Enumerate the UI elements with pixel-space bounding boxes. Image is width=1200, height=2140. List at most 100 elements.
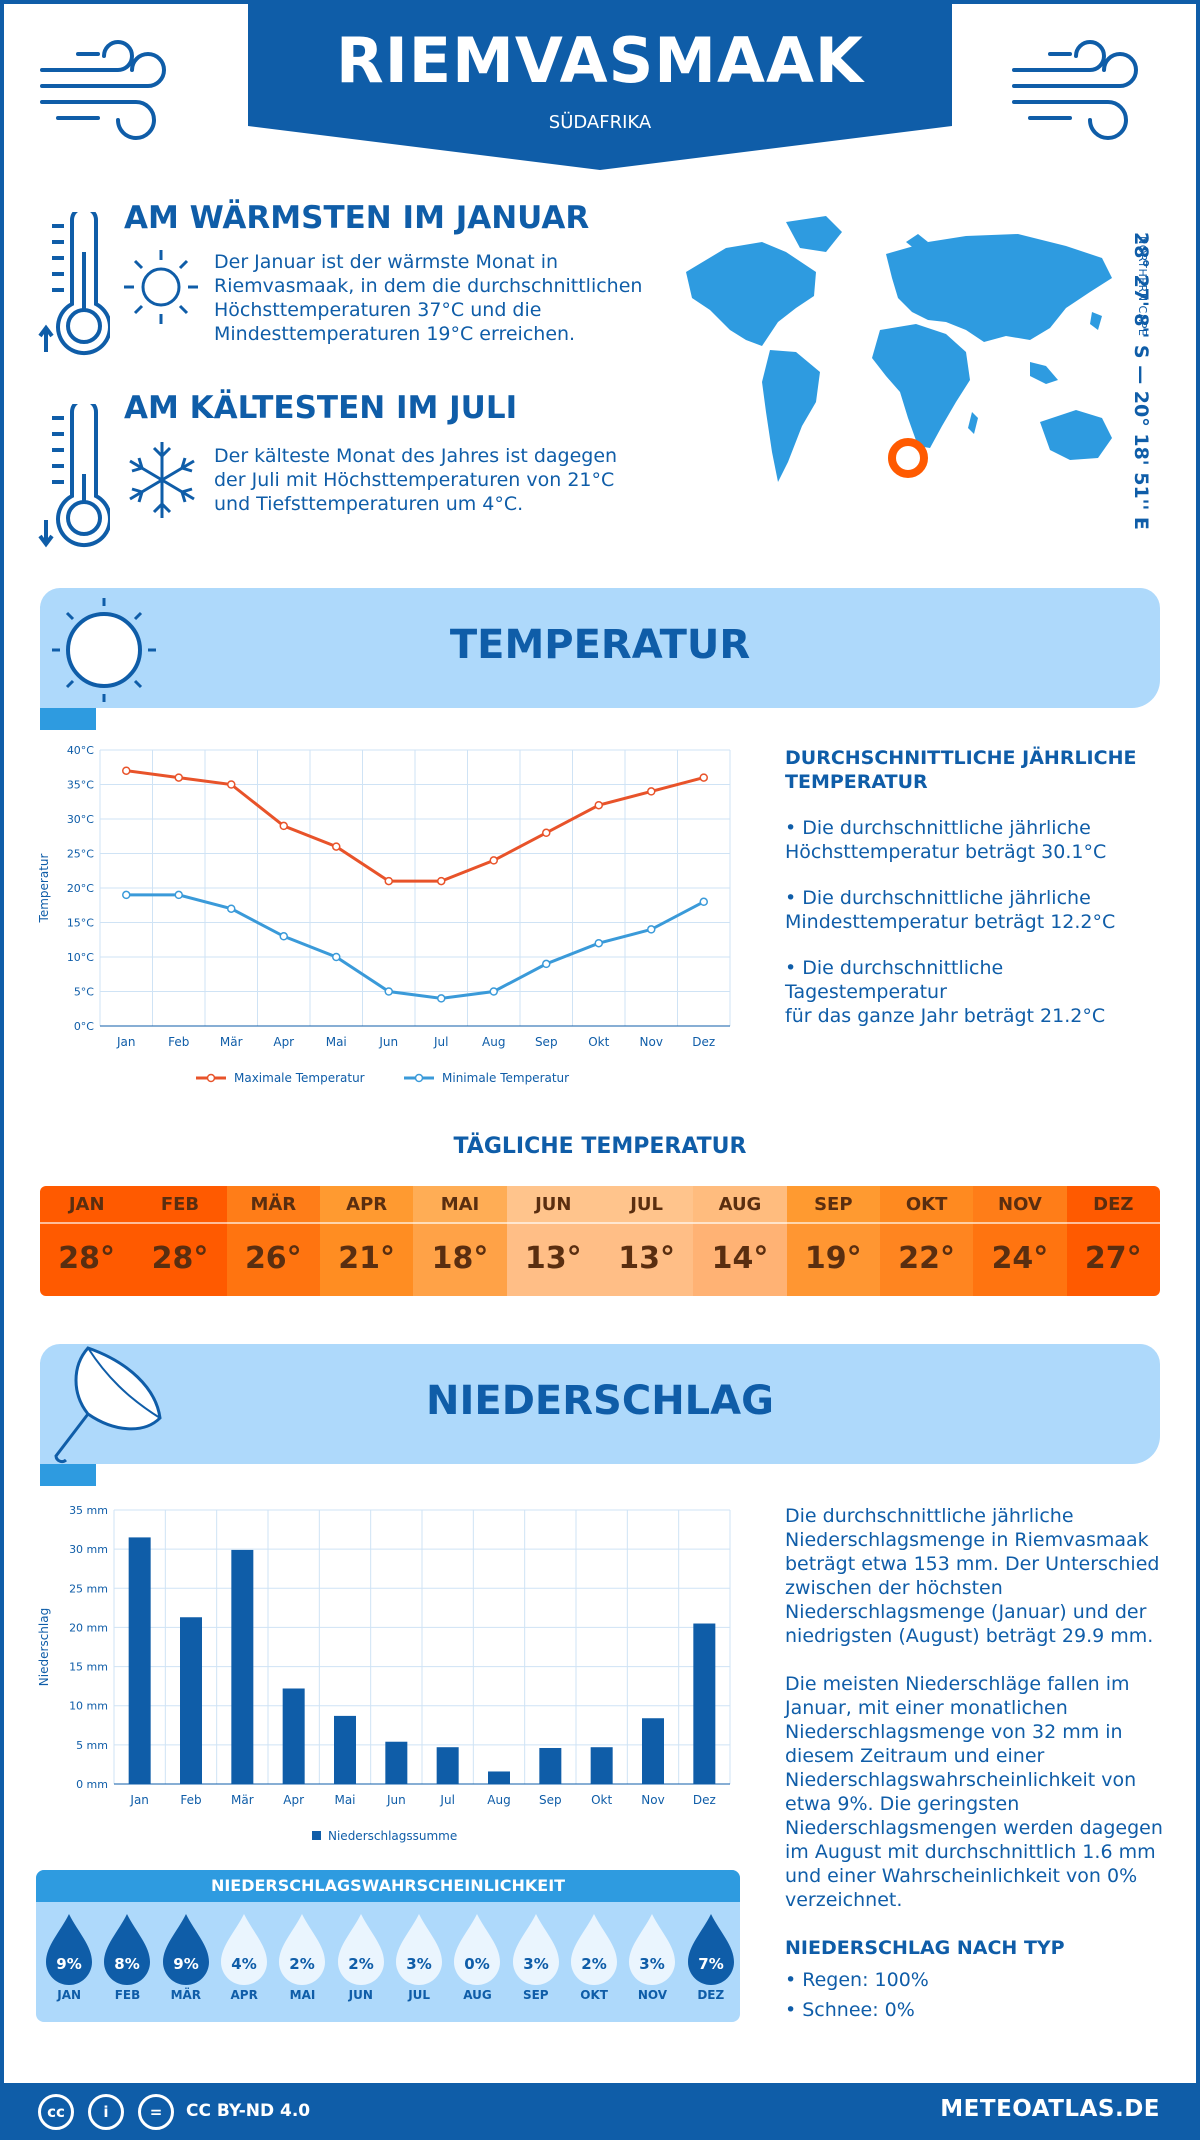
daily-temp-value: 28°: [40, 1224, 134, 1296]
probability-value: 0%: [465, 1955, 490, 1973]
precip-text-line: Januar, mit einer monatlichen: [785, 1697, 1068, 1719]
daily-temp-cell: MÄR 26°: [226, 1186, 320, 1296]
no-derivatives-icon: =: [138, 2094, 174, 2130]
daily-temp-cell: DEZ 27°: [1066, 1186, 1160, 1296]
probability-value: 4%: [231, 1955, 256, 1973]
legend-label: Niederschlagssumme: [328, 1829, 457, 1843]
x-tick-label: Dez: [692, 1035, 715, 1049]
x-tick-label: Apr: [283, 1793, 304, 1807]
data-point: [279, 932, 288, 941]
precip-text-line: verzeichnet.: [785, 1889, 903, 1911]
y-tick-label: 10°C: [67, 951, 94, 964]
snow-share: • Schnee: 0%: [785, 1999, 915, 2021]
daily-temp-value: 27°: [1066, 1224, 1160, 1296]
data-point: [542, 828, 551, 838]
data-point: [542, 959, 551, 969]
x-tick-label: Jun: [386, 1793, 406, 1807]
attribution-icon: i: [88, 2094, 124, 2130]
precip-bar: [488, 1771, 510, 1784]
site-link[interactable]: METEOATLAS.DE: [940, 2096, 1160, 2122]
precip-text-line: zwischen der höchsten: [785, 1577, 1003, 1599]
data-point: [437, 876, 446, 886]
raindrop-shape: [454, 1914, 501, 1985]
x-tick-label: Aug: [482, 1035, 505, 1049]
coldest-title: AM KÄLTESTEN IM JULI: [124, 390, 518, 426]
probability-value: 9%: [56, 1955, 81, 1973]
precip-bar: [436, 1747, 459, 1784]
precip-probability-panel: NIEDERSCHLAGSWAHRSCHEINLICHKEIT 9% JAN 8% F…: [36, 1870, 740, 2022]
raindrop-shape: [337, 1914, 384, 1985]
precip-section-title: NIEDERSCHLAG: [426, 1378, 774, 1424]
data-point: [699, 897, 708, 907]
data-point: [594, 938, 603, 948]
legend-marker: [414, 1073, 424, 1083]
y-tick-label: 5°C: [74, 986, 94, 999]
data-point: [174, 773, 183, 782]
precip-text-line: Niederschlagsmenge (Januar) und der: [785, 1601, 1147, 1623]
month-label: JUN: [506, 1186, 600, 1224]
precip-type-title: NIEDERSCHLAG NACH TYP: [785, 1937, 1065, 1959]
daily-temp-cell: JUN 13°: [506, 1186, 600, 1296]
month-label: NOV: [973, 1186, 1067, 1224]
raindrop-icon: 8%: [104, 1914, 151, 1985]
month-label: APR: [319, 1186, 414, 1224]
raindrop-icon: 9%: [46, 1914, 93, 1985]
thermometer-hot-icon: [38, 212, 110, 355]
daily-temp-value: 26°: [226, 1224, 320, 1296]
thermometer-cold-icon: [38, 404, 110, 548]
data-point: [279, 821, 288, 831]
raindrop-shape: [396, 1914, 443, 1985]
annual-temp-title-line: DURCHSCHNITTLICHE JÄHRLICHE: [785, 747, 1137, 769]
x-tick-label: Jan: [116, 1035, 136, 1049]
month-label: SEP: [786, 1186, 880, 1224]
precip-bar: [334, 1715, 356, 1784]
legend-swatch: [312, 1831, 321, 1840]
month-label: JAN: [40, 1186, 134, 1224]
daily-temp-cell: JAN 28°: [40, 1186, 134, 1296]
month-label: DEZ: [1066, 1186, 1160, 1224]
coldest-text-line: Der kälteste Monat des Jahres ist dagege…: [214, 445, 618, 467]
warmest-text-line: Riemvasmaak, in dem die durchschnittlich…: [214, 275, 643, 297]
y-axis-label: Niederschlag: [37, 1608, 51, 1686]
annual-avg-text: für das ganze Jahr beträgt 21.2°C: [785, 1005, 1106, 1027]
country-label: SÜDAFRIKA: [548, 112, 652, 133]
daily-temp-cell: NOV 24°: [973, 1186, 1067, 1296]
raindrop-shape: [46, 1914, 93, 1985]
y-tick-label: 30°C: [67, 813, 94, 826]
probability-month: DEZ: [697, 1988, 725, 2002]
y-tick-label: 10 mm: [69, 1700, 108, 1713]
probability-item: 2% JUN: [332, 1912, 390, 2002]
coordinates: 28° 27' 8'' S — 20° 18' 51'' E: [1130, 232, 1152, 530]
y-axis-label: Temperatur: [37, 853, 51, 923]
warmest-text-line: Höchsttemperaturen 37°C und die: [214, 299, 542, 321]
raindrop-icon: 9%: [162, 1914, 209, 1985]
daily-temp-cell: SEP 19°: [786, 1186, 880, 1296]
daily-temp-value: 28°: [133, 1224, 227, 1296]
daily-temperature-table: JAN 28° FEB 28° MÄR 26° APR 21° MAI 18° JUN 13° JUL 1…: [40, 1186, 1160, 1296]
precip-bar: [385, 1741, 408, 1784]
x-tick-label: Feb: [180, 1793, 201, 1807]
probability-item: 3% NOV: [623, 1912, 681, 2002]
annual-temp-title-line: TEMPERATUR: [785, 771, 928, 793]
daily-temp-value: 13°: [599, 1224, 694, 1296]
precip-bar: [128, 1537, 151, 1784]
probability-item: 7% DEZ: [682, 1912, 740, 2002]
y-tick-label: 20°C: [67, 882, 94, 895]
probability-value: 2%: [290, 1955, 315, 1973]
y-tick-label: 25°C: [67, 848, 94, 861]
y-tick-label: 35 mm: [69, 1504, 108, 1517]
world-map: [686, 216, 1112, 482]
raindrop-icon: 2%: [337, 1914, 384, 1985]
probability-item: 3% SEP: [507, 1912, 565, 2002]
data-point: [437, 994, 446, 1003]
annual-avg-text: • Die durchschnittliche Tagestemperatur: [785, 957, 1004, 1003]
data-point: [699, 773, 708, 782]
coldest-text-line: der Juli mit Höchsttemperaturen von 21°C: [214, 469, 615, 491]
probability-month: FEB: [114, 1988, 141, 2002]
probability-item: 8% FEB: [98, 1912, 156, 2002]
precip-bar: [590, 1747, 613, 1784]
y-tick-label: 15°C: [67, 917, 94, 930]
raindrop-icon: 2%: [279, 1914, 326, 1985]
raindrop-shape: [687, 1914, 734, 1985]
data-point: [647, 787, 656, 796]
